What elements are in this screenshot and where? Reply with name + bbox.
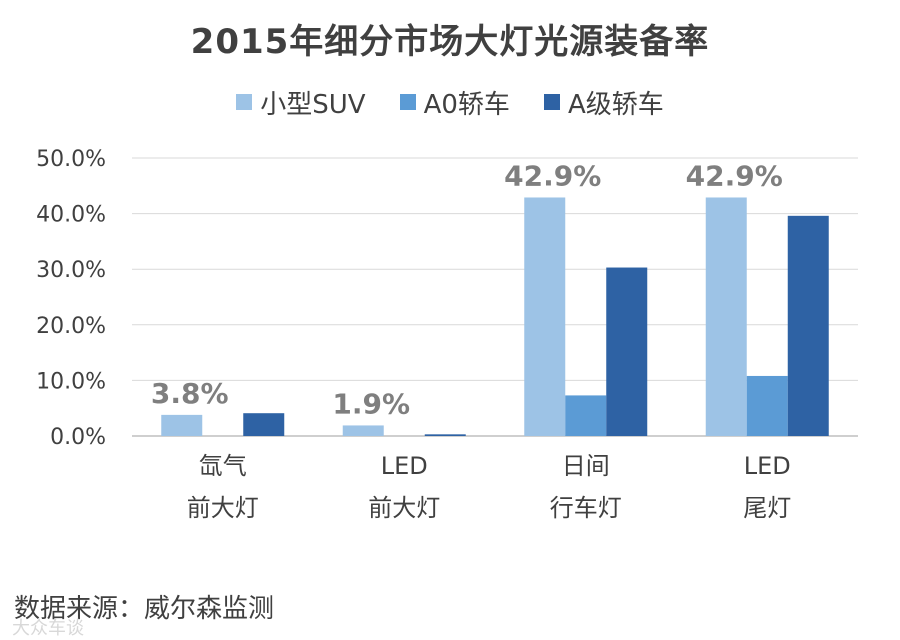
category-label-1-line2: 前大灯 <box>187 494 259 522</box>
bar-cat3-series1 <box>524 197 566 436</box>
category-label-4-line1: LED <box>744 452 791 480</box>
category-label-4-line2: 尾灯 <box>743 494 791 522</box>
chart-legend: 小型SUV A0轿车 A级轿车 <box>0 84 900 121</box>
category-label-2-line2: 前大灯 <box>368 494 440 522</box>
y-tick-label-0: 0.0% <box>50 425 106 450</box>
legend-item-1: 小型SUV <box>236 84 366 121</box>
bar-cat3-series2 <box>565 395 607 436</box>
chart-title: 2015年细分市场大灯光源装备率 <box>190 22 710 62</box>
legend-swatch-2 <box>399 94 416 110</box>
watermark-text: 大众车谈 <box>12 618 84 639</box>
y-tick-label-5: 50.0% <box>36 147 106 172</box>
bar-cat4-series3 <box>787 215 829 436</box>
y-tick-label-4: 40.0% <box>36 203 106 228</box>
y-tick-label-3: 30.0% <box>36 258 106 283</box>
data-label-2: 1.9% <box>332 387 410 420</box>
source-note: 数据来源：威尔森监测 <box>14 594 275 624</box>
legend-label-3: A级轿车 <box>567 89 664 120</box>
category-label-1-line1: 氙气 <box>199 452 247 480</box>
legend-item-2: A0轿车 <box>399 84 510 121</box>
bar-cat4-series2 <box>746 375 788 436</box>
bar-cat2-series3 <box>424 434 466 436</box>
chart-plot: 0.0% 10.0% 20.0% 30.0% 40.0% 50.0% 3.8% 1.9% 42.… <box>36 147 858 522</box>
bar-cat2-series1 <box>342 425 384 436</box>
bar-cat3-series3 <box>606 267 648 436</box>
category-label-2-line1: LED <box>381 452 428 480</box>
data-label-1: 3.8% <box>151 377 229 410</box>
legend-label-2: A0轿车 <box>423 89 510 120</box>
legend-swatch-3 <box>543 94 560 110</box>
y-tick-label-2: 20.0% <box>36 314 106 339</box>
legend-swatch-1 <box>236 94 253 110</box>
bar-cat1-series3 <box>243 413 285 436</box>
category-label-3-line1: 日间 <box>562 452 610 480</box>
bar-cat4-series1 <box>705 197 747 436</box>
legend-label-1: 小型SUV <box>260 89 366 120</box>
y-tick-label-1: 10.0% <box>36 369 106 394</box>
data-label-4: 42.9% <box>686 159 783 192</box>
legend-item-3: A级轿车 <box>543 84 664 121</box>
bar-cat1-series1 <box>161 414 203 436</box>
category-label-3-line2: 行车灯 <box>550 494 622 522</box>
data-label-3: 42.9% <box>504 159 601 192</box>
